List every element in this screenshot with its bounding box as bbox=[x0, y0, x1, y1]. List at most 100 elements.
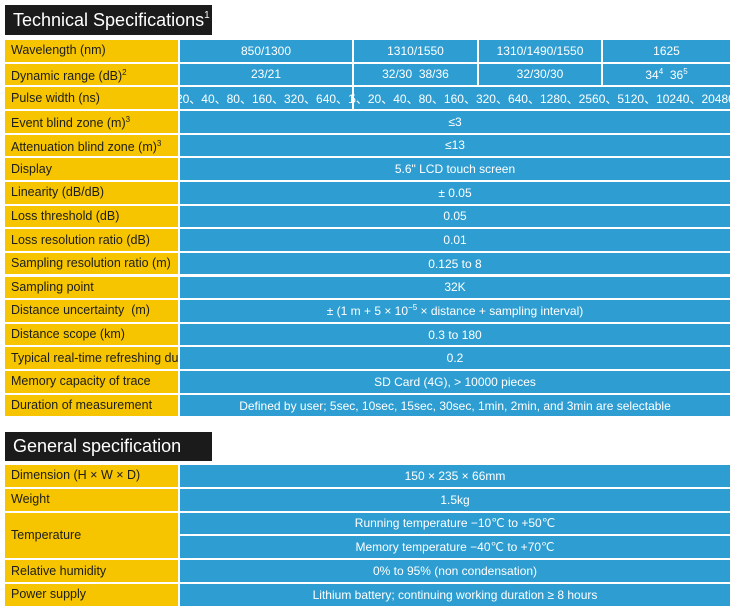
text-run: 32K bbox=[444, 280, 466, 295]
text: Relative humidity bbox=[11, 563, 107, 578]
value-cell: 0.2 bbox=[180, 347, 730, 370]
text: Pulse width (ns) bbox=[11, 90, 100, 105]
text: Temperature bbox=[11, 527, 82, 542]
text: Dimension (H × W × D) bbox=[11, 468, 141, 483]
text: 0.05 bbox=[443, 209, 466, 223]
text-run: 0.01 bbox=[443, 233, 467, 247]
text: 32/30/30 bbox=[517, 67, 564, 81]
text-run: Linearity (dB/dB) bbox=[11, 185, 105, 200]
text: 0.2 bbox=[447, 351, 464, 365]
text-run: Loss resolution ratio (dB) bbox=[11, 232, 150, 247]
text-run: Temperature bbox=[11, 527, 82, 542]
superscript: −5 bbox=[408, 303, 418, 313]
text-run: SD Card (4G), > 10000 pieces bbox=[374, 374, 536, 389]
text-run: Duration of measurement bbox=[11, 398, 153, 413]
text-run: Pulse width (ns) bbox=[11, 90, 100, 105]
value-cell: ± 0.05 bbox=[180, 181, 730, 204]
text: Technical Specifications1 bbox=[13, 10, 210, 31]
value-cell: 23/21 bbox=[180, 63, 352, 86]
text-run: 1.5kg bbox=[440, 492, 470, 507]
text-run: 1625 bbox=[653, 43, 680, 58]
text-run: 0.2 bbox=[446, 351, 464, 366]
text: Wavelength (nm) bbox=[11, 44, 106, 57]
text: Defined by user; 5sec, 10sec, 15sec, 30s… bbox=[239, 399, 671, 413]
text-run: Running temperature −10℃ to +50℃ bbox=[354, 516, 556, 531]
text-run: Technical Specifications bbox=[13, 9, 205, 30]
text-run: 150 × 235 × 66mm bbox=[404, 468, 506, 483]
text-run: 0.3 to 180 bbox=[428, 327, 482, 342]
value-cell: 1310/1550 bbox=[354, 40, 477, 62]
text-run: 5、20、40、80、160、320、640、1280、2560、5120、10… bbox=[354, 91, 730, 106]
text: Dynamic range (dB)2 bbox=[11, 67, 127, 82]
row-label: Wavelength (nm) bbox=[5, 40, 178, 62]
text: 0.01 bbox=[443, 233, 466, 247]
text-run: 32/30/30 bbox=[516, 67, 564, 82]
value-cell: 344 365 bbox=[603, 63, 730, 86]
text-run: 0.125 to 8 bbox=[428, 256, 482, 271]
row-label: Temperature bbox=[5, 512, 178, 559]
text-run: Distance uncertainty (m) bbox=[11, 303, 150, 318]
text-run: 5.6" LCD touch screen bbox=[394, 162, 516, 177]
value-cell: 0.125 to 8 bbox=[180, 252, 730, 275]
text: 344 365 bbox=[645, 67, 687, 82]
value-cell: 5、20、40、80、160、320、640、1280、2560、5120、10… bbox=[354, 87, 730, 109]
text: 850/1300 bbox=[241, 44, 291, 58]
text: Typical real-time refreshing duration (s… bbox=[11, 350, 178, 365]
text: Linearity (dB/dB) bbox=[11, 185, 105, 200]
text-run: Typical real-time refreshing duration (s… bbox=[11, 350, 178, 365]
text-run: Dimension (H × W × D) bbox=[11, 468, 141, 483]
text: General specification bbox=[13, 436, 181, 457]
text-run: Lithium battery; continuing working dura… bbox=[312, 587, 598, 602]
value-cell: 0.05 bbox=[180, 205, 730, 228]
row-label: Weight bbox=[5, 488, 178, 511]
text: Sampling point bbox=[11, 281, 94, 294]
text: Weight bbox=[11, 493, 50, 506]
value-cell: ≤13 bbox=[180, 134, 730, 157]
text: 1310/1550 bbox=[387, 44, 444, 58]
row-label: Typical real-time refreshing duration (s… bbox=[5, 347, 178, 370]
text-run: 0% to 95% (non condensation) bbox=[372, 564, 538, 579]
value-cell: 32/30/30 bbox=[479, 63, 601, 86]
text-run: 850/1300 bbox=[240, 43, 292, 58]
text-run: ± 0.05 bbox=[438, 185, 472, 200]
text-run: × distance + sampling interval) bbox=[417, 304, 584, 319]
text-run: Power supply bbox=[11, 587, 87, 602]
text: Memory capacity of trace bbox=[11, 374, 151, 389]
row-label: Loss threshold (dB) bbox=[5, 205, 178, 228]
text-run: ≤3 bbox=[448, 114, 462, 129]
text: 5、20、40、80、160、320、640、1280、2560、5120、10… bbox=[354, 90, 730, 107]
text-run: 5、20、40、80、160、320、640、1280 bbox=[180, 91, 352, 106]
text: ± (1 m + 5 × 10−5 × distance + sampling … bbox=[327, 303, 584, 318]
value-cell: 32K bbox=[180, 276, 730, 299]
text: 1.5kg bbox=[440, 493, 469, 507]
text: 150 × 235 × 66mm bbox=[405, 469, 506, 483]
superscript: 4 bbox=[658, 66, 664, 76]
text-run: Defined by user; 5sec, 10sec, 15sec, 30s… bbox=[239, 398, 671, 413]
text-run: 1310/1490/1550 bbox=[496, 43, 584, 58]
superscript: 3 bbox=[125, 115, 131, 125]
text-run: 23/21 bbox=[250, 67, 282, 82]
value-cell: ≤3 bbox=[180, 110, 730, 133]
text: Lithium battery; continuing working dura… bbox=[313, 588, 598, 602]
value-cell: Memory temperature −40℃ to +70℃ bbox=[180, 536, 730, 559]
row-label: Dynamic range (dB)2 bbox=[5, 63, 178, 86]
text-run: 34 bbox=[645, 67, 659, 82]
value-cell: 5.6" LCD touch screen bbox=[180, 158, 730, 180]
text: 32/30 38/36 bbox=[382, 67, 449, 81]
text: ≤13 bbox=[445, 138, 465, 152]
text: Sampling resolution ratio (m) bbox=[11, 257, 171, 270]
text: Attenuation blind zone (m)3 bbox=[11, 138, 161, 153]
text-run: 1310/1550 bbox=[387, 43, 444, 58]
text-run: Relative humidity bbox=[11, 563, 107, 578]
text: Loss resolution ratio (dB) bbox=[11, 232, 150, 247]
text-run: Memory capacity of trace bbox=[11, 374, 151, 389]
section-title: Technical Specifications1 bbox=[5, 5, 212, 35]
value-cell: 32/30 38/36 bbox=[354, 63, 477, 86]
row-label: Distance scope (km) bbox=[5, 323, 178, 346]
text-run: 0.05 bbox=[443, 209, 467, 224]
row-label: Pulse width (ns) bbox=[5, 87, 178, 109]
text: 32K bbox=[444, 280, 465, 294]
text: 23/21 bbox=[251, 67, 281, 81]
value-cell: 0% to 95% (non condensation) bbox=[180, 560, 730, 582]
